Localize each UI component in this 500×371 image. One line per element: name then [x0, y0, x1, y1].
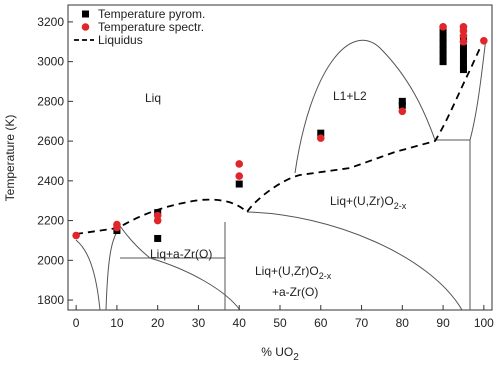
data-point	[439, 46, 447, 54]
y-tick-label: 2600	[37, 134, 64, 148]
annotation: L1+L2	[333, 89, 367, 103]
data-point	[459, 50, 467, 58]
x-tick-label: 50	[273, 316, 287, 330]
y-tick-label: 2400	[37, 174, 64, 188]
plot-frame	[67, 4, 493, 311]
data-point	[235, 172, 244, 180]
data-point	[459, 56, 467, 64]
annotation: Liq	[145, 91, 161, 105]
data-point	[459, 31, 468, 40]
annotation-text: +a-Zr(O)	[272, 285, 318, 299]
phase-line	[469, 37, 487, 141]
x-tick-label: 30	[192, 316, 206, 330]
data-point	[439, 28, 447, 36]
annotation: Liq+(U,Zr)O2-x	[255, 264, 332, 281]
data-point	[316, 134, 325, 142]
data-point	[72, 231, 80, 240]
x-axis-title: % UO2	[261, 345, 299, 363]
annotation-text: Liq+a-Zr(O)	[150, 247, 212, 261]
x-tick-label: 70	[355, 316, 369, 330]
y-tick-label: 2000	[37, 253, 64, 267]
data-point	[459, 62, 467, 70]
x-tick-label: 90	[436, 316, 450, 330]
x-axis-title-main: % UO	[261, 345, 293, 359]
y-tick-label: 2200	[37, 214, 64, 228]
x-tick-label: 10	[110, 316, 124, 330]
data-point	[439, 40, 447, 48]
data-point	[439, 52, 447, 60]
x-tick-label: 20	[151, 316, 165, 330]
phase-line	[294, 39, 436, 174]
y-axis-title: Temperature (K)	[3, 115, 17, 202]
annotation-sub: 2-x	[319, 271, 332, 281]
phase-line	[119, 225, 151, 259]
x-tick-label: 100	[474, 316, 494, 330]
x-axis-title-sub: 2	[293, 352, 299, 363]
data-point	[398, 101, 406, 109]
legend-label: Temperature pyrom.	[98, 7, 205, 21]
annotation: Liq+a-Zr(O)	[150, 247, 212, 261]
y-tick-label: 2800	[37, 94, 64, 108]
phase-line	[149, 257, 241, 311]
legend-marker	[81, 23, 90, 31]
x-tick-label: 0	[73, 316, 80, 330]
annotation: Liq+(U,Zr)O2-x	[330, 194, 407, 211]
y-tick-label: 3000	[37, 55, 64, 69]
data-point	[153, 216, 162, 225]
annotation-text: L1+L2	[333, 89, 367, 103]
annotation-text: Liq	[145, 91, 161, 105]
data-point	[235, 180, 243, 188]
data-point	[439, 23, 447, 31]
annotation-sub: 2-x	[394, 201, 407, 211]
data-point	[113, 223, 121, 232]
data-point	[459, 37, 468, 46]
data-point	[480, 36, 488, 45]
data-point	[154, 234, 162, 242]
annotation-text: Liq+(U,Zr)O	[255, 264, 319, 278]
data-point	[439, 58, 447, 66]
legend-label: Liquidus	[98, 33, 143, 47]
data-point	[317, 129, 325, 137]
phase-line	[246, 211, 463, 311]
y-tick-label: 3200	[37, 15, 64, 29]
x-tick-label: 60	[314, 316, 328, 330]
legend-marker	[82, 10, 89, 18]
annotation-text: Liq+(U,Zr)O	[330, 194, 394, 208]
data-point	[235, 160, 244, 168]
x-tick-label: 40	[233, 316, 247, 330]
data-point	[398, 97, 406, 105]
phase-line	[75, 239, 101, 311]
data-point	[459, 66, 467, 74]
data-point	[439, 34, 447, 42]
legend-label: Temperature spectr.	[98, 20, 204, 34]
annotation: +a-Zr(O)	[272, 285, 318, 299]
liquidus-line	[75, 47, 481, 235]
data-point	[398, 107, 407, 116]
y-tick-label: 1800	[37, 293, 64, 307]
data-point	[459, 44, 467, 52]
x-tick-label: 80	[396, 316, 410, 330]
